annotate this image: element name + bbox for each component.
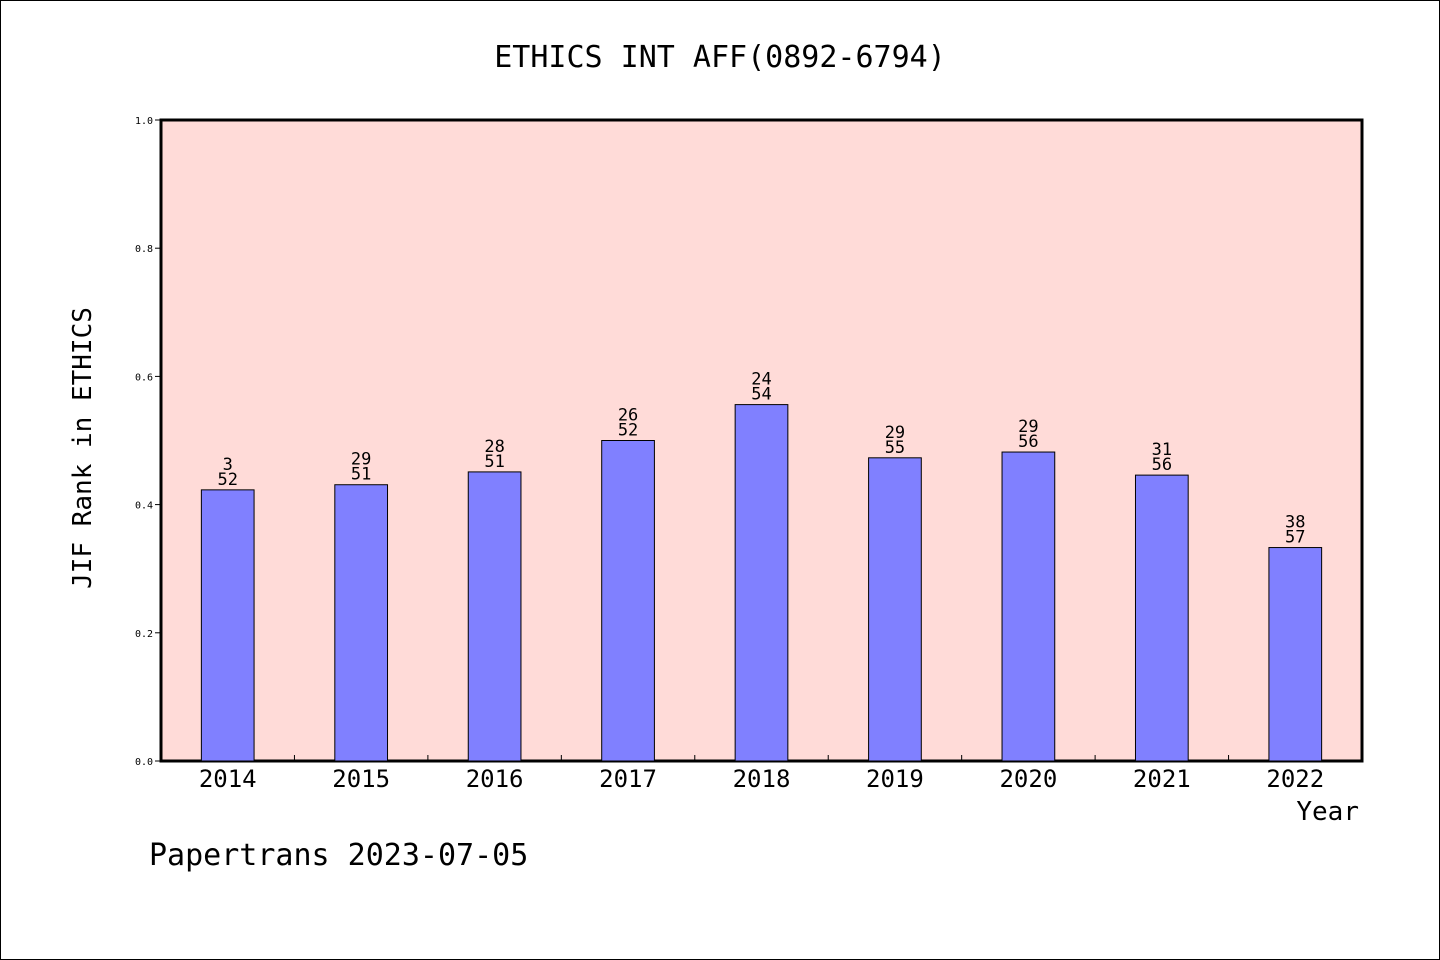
y-tick-label: 0.0 xyxy=(135,757,153,768)
total-label-2015: 51 xyxy=(351,465,371,485)
total-label-2018: 54 xyxy=(751,385,771,405)
total-label-2016: 51 xyxy=(484,452,504,472)
x-axis: 2014 2015 2016 2017 2018 2019 2020 2021 2022 xyxy=(199,755,1324,793)
x-tick-label-2014: 2014 xyxy=(199,765,257,793)
total-label-2017: 52 xyxy=(618,421,638,441)
total-label-2014: 52 xyxy=(217,470,237,490)
bar-2015 xyxy=(334,484,389,762)
total-label-2022: 57 xyxy=(1285,528,1305,548)
rank-label-2014: 3 xyxy=(223,455,233,475)
bar-2016 xyxy=(467,471,522,762)
rank-label-2015: 29 xyxy=(351,450,371,470)
total-label-2021: 56 xyxy=(1152,455,1172,475)
y-tick-label: 0.6 xyxy=(135,372,153,383)
x-tick-label-2015: 2015 xyxy=(332,765,390,793)
x-tick-label-2021: 2021 xyxy=(1133,765,1191,793)
x-tick-label-2022: 2022 xyxy=(1266,765,1324,793)
x-tick-label-2017: 2017 xyxy=(599,765,657,793)
y-tick-label: 1.0 xyxy=(135,116,153,127)
rank-label-2020: 29 xyxy=(1018,417,1038,437)
x-tick-label-2016: 2016 xyxy=(466,765,524,793)
total-label-2020: 56 xyxy=(1018,432,1038,452)
rank-label-2021: 31 xyxy=(1152,440,1172,460)
y-axis: 0.0 0.2 0.4 0.6 0.8 1.0 xyxy=(135,116,161,768)
y-tick-label: 0.8 xyxy=(135,244,153,255)
x-tick-label-2020: 2020 xyxy=(999,765,1057,793)
x-tick-label-2019: 2019 xyxy=(866,765,924,793)
rank-label-2017: 26 xyxy=(618,406,638,426)
y-tick-label: 0.2 xyxy=(135,629,153,640)
y-tick-label: 0.4 xyxy=(135,501,153,512)
x-tick-label-2018: 2018 xyxy=(733,765,791,793)
rank-label-2016: 28 xyxy=(484,437,504,457)
bars xyxy=(200,404,1323,762)
x-axis-label: Year xyxy=(1296,797,1359,827)
chart-title: ETHICS INT AFF(0892-6794) xyxy=(494,40,946,75)
bar-2019 xyxy=(868,457,922,762)
bar-2022 xyxy=(1268,547,1323,762)
rank-label-2019: 29 xyxy=(885,423,905,443)
footer-text: Papertrans 2023-07-05 xyxy=(149,838,528,873)
bar-2014 xyxy=(200,489,255,762)
total-label-2019: 55 xyxy=(885,438,905,458)
rank-label-2022: 38 xyxy=(1285,513,1305,533)
bar-2021 xyxy=(1134,474,1189,762)
bar-2017 xyxy=(601,440,655,762)
bar-2018 xyxy=(734,404,789,762)
rank-label-2018: 24 xyxy=(751,370,771,390)
y-axis-label: JIF Rank in ETHICS xyxy=(68,307,98,589)
bar-2020 xyxy=(1001,451,1056,762)
